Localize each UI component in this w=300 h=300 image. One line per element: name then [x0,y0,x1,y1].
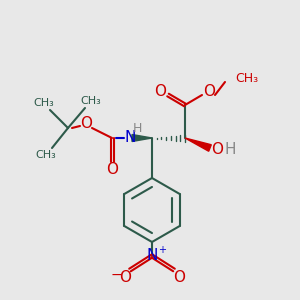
Polygon shape [132,134,152,142]
Text: −: − [110,268,122,282]
Text: O: O [80,116,92,131]
Text: O: O [154,85,166,100]
Text: N: N [146,248,158,263]
Text: O: O [106,161,118,176]
Text: CH₃: CH₃ [81,96,101,106]
Polygon shape [185,138,211,151]
Text: O: O [173,269,185,284]
Text: CH₃: CH₃ [36,150,56,160]
Text: CH₃: CH₃ [34,98,54,108]
Text: O: O [203,85,215,100]
Text: H: H [132,122,142,134]
Text: O: O [119,269,131,284]
Text: +: + [158,245,166,255]
Text: O: O [211,142,223,158]
Text: N: N [124,130,136,146]
Text: H: H [224,142,236,158]
Text: CH₃: CH₃ [235,73,258,85]
